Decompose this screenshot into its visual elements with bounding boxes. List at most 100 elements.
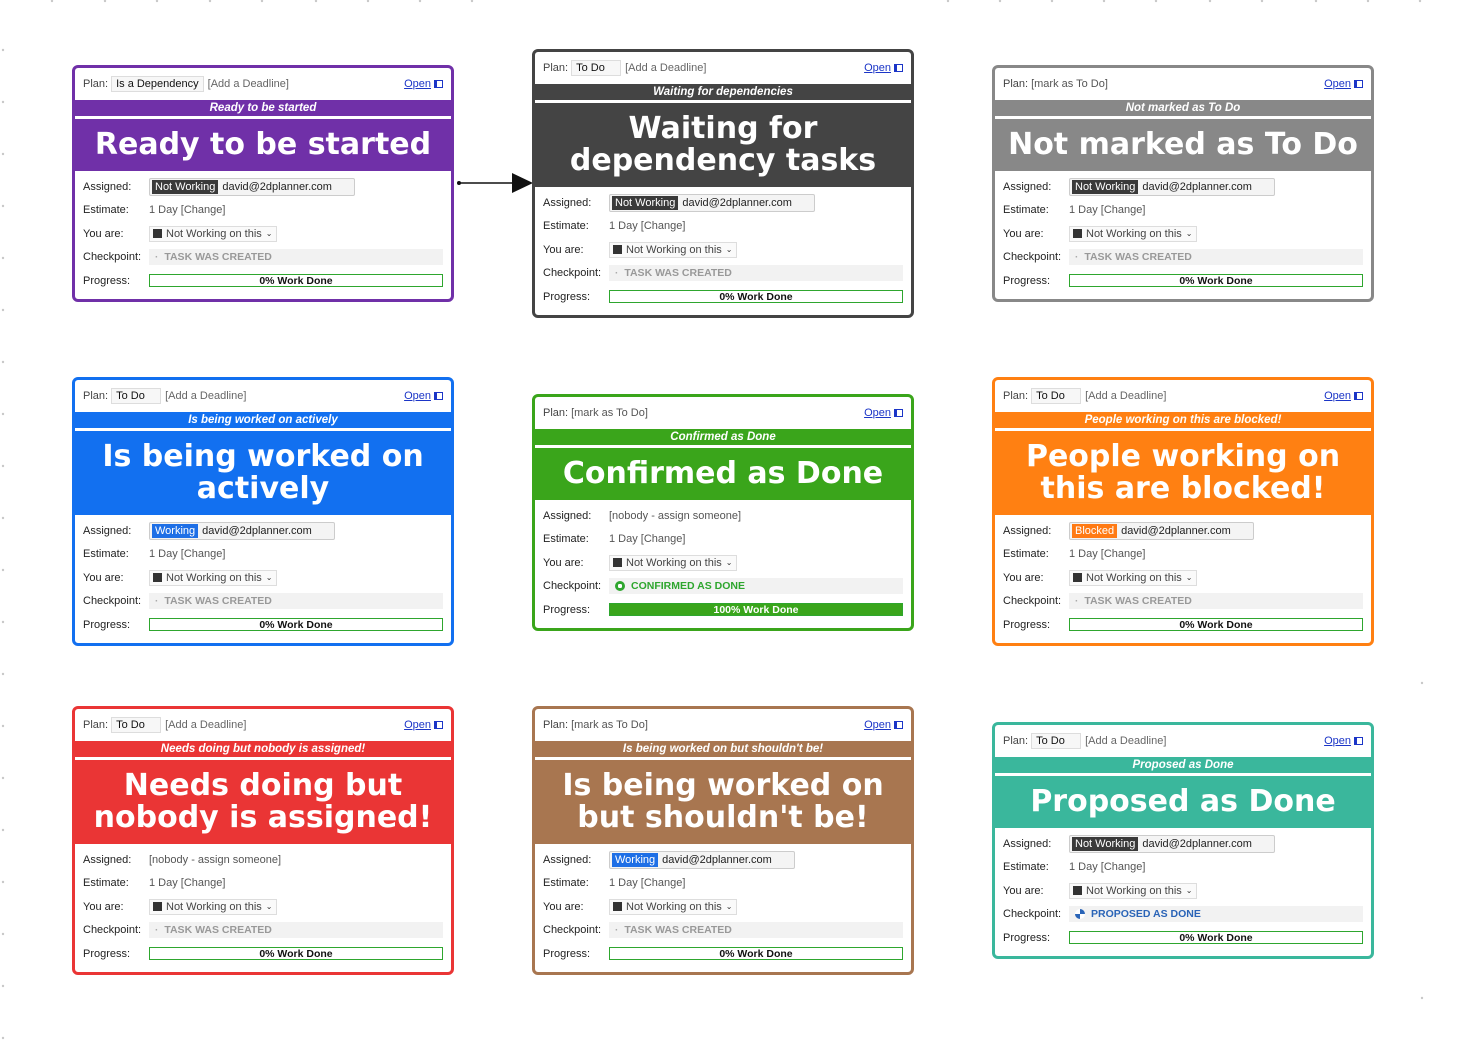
estimate-value[interactable]: 1 Day [Change] <box>609 877 686 890</box>
estimate-row: Estimate: 1 Day [Change] <box>83 872 443 896</box>
work-status-select[interactable]: Not Working on this ⌄ <box>149 569 277 586</box>
plan-value[interactable]: [mark as To Do] <box>571 719 648 731</box>
assignee-chip[interactable]: Blocked david@2dplanner.com <box>1069 521 1254 540</box>
plan-value[interactable]: To Do <box>571 60 622 76</box>
progress-bar[interactable]: 0% Work Done <box>609 947 903 961</box>
open-link[interactable]: Open <box>404 78 443 90</box>
add-deadline-link[interactable]: [Add a Deadline] <box>165 390 247 402</box>
grid-dot <box>1 880 5 884</box>
work-status-select[interactable]: Not Working on this ⌄ <box>1069 225 1197 242</box>
dependency-arrow <box>457 173 533 193</box>
open-link[interactable]: Open <box>1324 390 1363 402</box>
assign-someone-link[interactable]: [nobody - assign someone] <box>609 509 742 522</box>
grid-dot <box>103 0 107 3</box>
assignee-chip[interactable]: Working david@2dplanner.com <box>149 521 335 540</box>
progress-bar[interactable]: 0% Work Done <box>149 947 443 961</box>
checkpoint-text: TASK WAS CREATED <box>1084 251 1192 264</box>
task-card-shouldnt[interactable]: Plan: [mark as To Do] Open Is being work… <box>532 706 914 975</box>
progress-text: 0% Work Done <box>1179 931 1253 944</box>
checkpoint-value[interactable]: PROPOSED AS DONE <box>1069 906 1363 923</box>
checkpoint-text: TASK WAS CREATED <box>164 251 272 264</box>
plan-value[interactable]: To Do <box>111 388 162 404</box>
estimate-value[interactable]: 1 Day [Change] <box>1069 861 1146 874</box>
progress-bar[interactable]: 0% Work Done <box>149 618 443 632</box>
assignee-chip[interactable]: Not Working david@2dplanner.com <box>1069 177 1275 196</box>
estimate-value[interactable]: 1 Day [Change] <box>609 220 686 233</box>
estimate-value[interactable]: 1 Day [Change] <box>149 548 226 561</box>
estimate-row: Estimate: 1 Day [Change] <box>1003 543 1363 567</box>
estimate-value[interactable]: 1 Day [Change] <box>149 877 226 890</box>
checkpoint-value[interactable]: · TASK WAS CREATED <box>149 593 443 610</box>
work-status-select[interactable]: Not Working on this ⌄ <box>1069 569 1197 586</box>
estimate-value[interactable]: 1 Day [Change] <box>1069 204 1146 217</box>
work-status-select[interactable]: Not Working on this ⌄ <box>149 225 277 242</box>
grid-dot <box>1 152 5 156</box>
plan-value[interactable]: To Do <box>111 717 162 733</box>
task-card-blocked[interactable]: Plan: To Do [Add a Deadline] Open People… <box>992 377 1374 646</box>
checkpoint-value[interactable]: · TASK WAS CREATED <box>149 922 443 939</box>
checkpoint-value[interactable]: · TASK WAS CREATED <box>609 922 903 939</box>
open-link[interactable]: Open <box>404 719 443 731</box>
assignee-chip[interactable]: Not Working david@2dplanner.com <box>609 193 815 212</box>
plan-value[interactable]: Is a Dependency <box>111 76 204 92</box>
open-link[interactable]: Open <box>1324 735 1363 747</box>
checkpoint-value[interactable]: CONFIRMED AS DONE <box>609 578 903 595</box>
progress-bar[interactable]: 0% Work Done <box>149 274 443 288</box>
open-link[interactable]: Open <box>1324 78 1363 90</box>
open-label: Open <box>864 719 891 731</box>
progress-bar[interactable]: 0% Work Done <box>1069 618 1363 632</box>
work-status-select[interactable]: Not Working on this ⌄ <box>1069 882 1197 899</box>
add-deadline-link[interactable]: [Add a Deadline] <box>165 719 247 731</box>
task-card-ready[interactable]: Plan: Is a Dependency [Add a Deadline] O… <box>72 65 454 302</box>
checkpoint-value[interactable]: · TASK WAS CREATED <box>1069 593 1363 610</box>
plan-value[interactable]: To Do <box>1031 388 1082 404</box>
checkpoint-value[interactable]: · TASK WAS CREATED <box>1069 249 1363 266</box>
progress-bar[interactable]: 0% Work Done <box>1069 931 1363 945</box>
task-card-confirmed[interactable]: Plan: [mark as To Do] Open Confirmed as … <box>532 394 914 631</box>
estimate-value[interactable]: 1 Day [Change] <box>149 204 226 217</box>
task-card-proposed[interactable]: Plan: To Do [Add a Deadline] Open Propos… <box>992 722 1374 959</box>
work-status-select[interactable]: Not Working on this ⌄ <box>149 898 277 915</box>
work-status-value: Not Working on this <box>166 900 262 913</box>
work-status-select[interactable]: Not Working on this ⌄ <box>609 241 737 258</box>
you-are-row: You are: Not Working on this ⌄ <box>83 222 443 246</box>
add-deadline-link[interactable]: [Add a Deadline] <box>1085 390 1167 402</box>
work-status-select[interactable]: Not Working on this ⌄ <box>609 898 737 915</box>
checkpoint-value[interactable]: · TASK WAS CREATED <box>609 265 903 282</box>
task-card-waiting[interactable]: Plan: To Do [Add a Deadline] Open Waitin… <box>532 49 914 318</box>
checkpoint-text: TASK WAS CREATED <box>164 595 272 608</box>
open-label: Open <box>864 62 891 74</box>
estimate-value[interactable]: 1 Day [Change] <box>609 533 686 546</box>
add-deadline-link[interactable]: [Add a Deadline] <box>207 78 289 90</box>
progress-bar[interactable]: 100% Work Done <box>609 603 903 617</box>
assign-someone-link[interactable]: [nobody - assign someone] <box>149 853 282 866</box>
progress-bar[interactable]: 0% Work Done <box>609 290 903 304</box>
task-card-nobody[interactable]: Plan: To Do [Add a Deadline] Open Needs … <box>72 706 454 975</box>
assignee-chip[interactable]: Not Working david@2dplanner.com <box>149 177 355 196</box>
add-deadline-link[interactable]: [Add a Deadline] <box>1085 735 1167 747</box>
add-deadline-link[interactable]: [Add a Deadline] <box>625 62 707 74</box>
open-panel-icon <box>434 392 443 400</box>
work-status-value: Not Working on this <box>166 227 262 240</box>
assignee-chip[interactable]: Working david@2dplanner.com <box>609 850 795 869</box>
estimate-value[interactable]: 1 Day [Change] <box>1069 548 1146 561</box>
checkpoint-row: Checkpoint: · TASK WAS CREATED <box>1003 246 1363 270</box>
assignee-chip[interactable]: Not Working david@2dplanner.com <box>1069 834 1275 853</box>
open-link[interactable]: Open <box>864 62 903 74</box>
work-status-value: Not Working on this <box>626 243 722 256</box>
plan-row: Plan: [mark as To Do] Open <box>535 397 911 429</box>
task-card-active[interactable]: Plan: To Do [Add a Deadline] Open Is bei… <box>72 377 454 646</box>
plan-value[interactable]: [mark as To Do] <box>571 407 648 419</box>
progress-bar[interactable]: 0% Work Done <box>1069 274 1363 288</box>
work-status-select[interactable]: Not Working on this ⌄ <box>609 554 737 571</box>
open-link[interactable]: Open <box>404 390 443 402</box>
open-panel-icon <box>1354 392 1363 400</box>
plan-value[interactable]: [mark as To Do] <box>1031 78 1108 90</box>
plan-value[interactable]: To Do <box>1031 733 1082 749</box>
open-link[interactable]: Open <box>864 719 903 731</box>
open-link[interactable]: Open <box>864 407 903 419</box>
checkpoint-dot-icon: · <box>1075 595 1079 607</box>
chevron-down-icon: ⌄ <box>265 229 273 239</box>
checkpoint-value[interactable]: · TASK WAS CREATED <box>149 249 443 266</box>
task-card-not-marked[interactable]: Plan: [mark as To Do] Open Not marked as… <box>992 65 1374 302</box>
